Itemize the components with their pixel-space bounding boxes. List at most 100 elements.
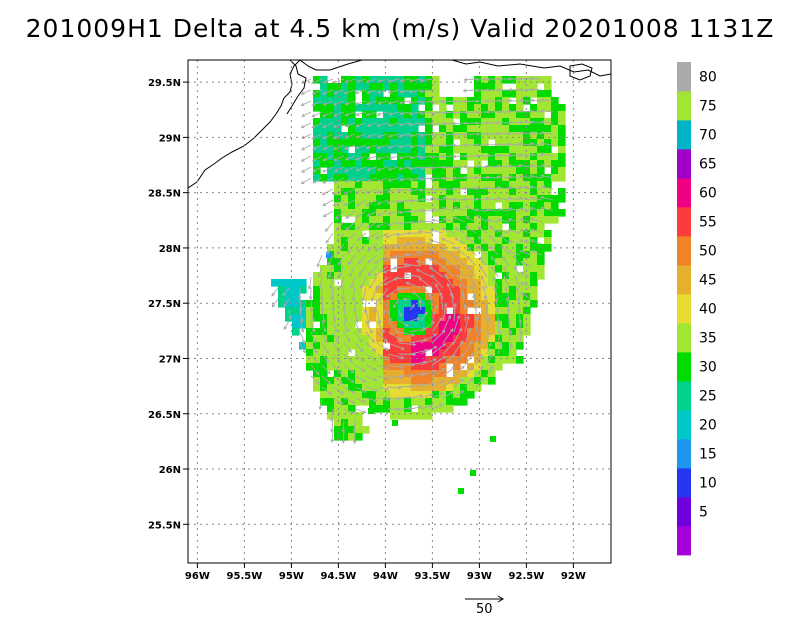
wind-vector-head xyxy=(310,317,315,322)
wind-speed-cell xyxy=(404,328,412,336)
wind-speed-cell xyxy=(411,363,419,371)
wind-speed-cell xyxy=(327,104,335,112)
wind-vector xyxy=(322,89,334,95)
wind-vector xyxy=(430,177,444,180)
wind-speed-cell xyxy=(537,272,545,280)
wind-vector-head xyxy=(453,302,458,307)
wind-speed-cell xyxy=(481,349,489,357)
wind-speed-cell xyxy=(355,391,363,399)
wind-speed-cell xyxy=(446,139,454,147)
wind-speed-cell xyxy=(313,363,321,371)
wind-vector-head xyxy=(507,218,512,222)
wind-speed-cell xyxy=(530,111,538,119)
wind-speed-cell xyxy=(411,223,419,231)
wind-vector-head xyxy=(419,394,424,398)
wind-vector xyxy=(333,100,345,106)
wind-speed-cell xyxy=(530,223,538,231)
wind-speed-cell xyxy=(502,111,510,119)
wind-speed-cell xyxy=(369,237,377,245)
wind-speed-cell xyxy=(390,104,398,112)
wind-vector xyxy=(332,353,342,364)
wind-speed-cell xyxy=(404,237,412,245)
wind-speed-cell xyxy=(376,349,384,357)
wind-vector-head xyxy=(529,87,534,92)
wind-vector-head xyxy=(359,285,364,290)
wind-vector xyxy=(399,155,411,159)
wind-speed-cell xyxy=(425,97,433,105)
wind-speed-cell xyxy=(551,160,559,168)
wind-speed-cell xyxy=(334,181,342,189)
wind-vector-head xyxy=(529,76,534,81)
wind-vector xyxy=(398,210,411,214)
wind-vector-head xyxy=(474,304,478,309)
wind-speed-cell xyxy=(523,146,531,154)
wind-speed-cell xyxy=(348,223,356,231)
wind-speed-cell xyxy=(460,321,468,329)
wind-speed-cell xyxy=(383,328,391,336)
wind-speed-cell xyxy=(341,328,349,336)
wind-vector xyxy=(508,197,521,201)
lon-tick-label: 93.5W xyxy=(415,571,451,582)
wind-speed-cell xyxy=(446,202,454,210)
wind-speed-cell xyxy=(530,132,538,140)
wind-vector-head xyxy=(385,294,390,298)
wind-vector xyxy=(366,89,378,94)
wind-speed-cell xyxy=(432,265,440,273)
wind-speed-cell xyxy=(488,314,496,322)
wind-speed-cell xyxy=(362,279,370,287)
wind-speed-cell xyxy=(523,223,531,231)
wind-speed-cell xyxy=(495,251,503,259)
wind-speed-cell xyxy=(355,307,363,315)
wind-speed-cell xyxy=(425,90,433,98)
wind-vector-head xyxy=(441,165,446,170)
wind-speed-cell xyxy=(299,286,307,294)
wind-speed-cell xyxy=(390,307,398,315)
wind-speed-cell xyxy=(509,76,517,84)
wind-vector xyxy=(453,378,464,388)
wind-vector-head xyxy=(376,201,381,205)
wind-vector xyxy=(355,100,367,105)
wind-vector xyxy=(283,298,290,307)
wind-vector-head xyxy=(316,263,321,268)
wind-vector xyxy=(542,186,554,190)
wind-speed-cell xyxy=(362,258,370,266)
wind-vector-head xyxy=(330,428,334,433)
wind-vector-head xyxy=(322,328,327,333)
wind-speed-cell xyxy=(544,125,552,133)
wind-speed-cell xyxy=(369,90,377,98)
wind-speed-cell xyxy=(467,153,475,161)
wind-speed-cell xyxy=(376,237,384,245)
wind-speed-cell xyxy=(327,132,335,140)
wind-speed-cell xyxy=(453,188,461,196)
wind-vector-head xyxy=(465,236,470,240)
wind-speed-cell xyxy=(439,335,447,343)
wind-vector-head xyxy=(530,196,535,200)
wind-vector xyxy=(343,386,356,394)
wind-speed-cell xyxy=(418,188,426,196)
wind-vector xyxy=(531,250,543,256)
wind-vector xyxy=(376,364,389,370)
wind-speed-cell xyxy=(551,202,559,210)
wind-vector xyxy=(356,144,367,149)
wind-speed-cell xyxy=(404,412,412,420)
wind-speed-cell xyxy=(334,349,342,357)
wind-speed-cell xyxy=(432,405,440,413)
wind-speed-cell xyxy=(432,328,440,336)
wind-speed-cell xyxy=(537,90,545,98)
wind-speed-cell xyxy=(369,251,377,259)
wind-speed-cell xyxy=(509,335,517,343)
wind-vector-head xyxy=(319,296,324,301)
wind-vector-head xyxy=(463,110,468,115)
wind-vector-head xyxy=(416,250,421,254)
wind-vector-head xyxy=(376,212,381,216)
wind-vector-field xyxy=(271,76,554,445)
wind-speed-cell xyxy=(334,195,342,203)
wind-speed-cell xyxy=(320,370,328,378)
wind-vector xyxy=(541,110,554,113)
wind-vector xyxy=(387,386,402,389)
wind-speed-cell xyxy=(509,356,517,364)
reference-vector-label: 50 xyxy=(476,602,493,617)
wind-speed-cell xyxy=(418,223,426,231)
wind-speed-cell xyxy=(341,300,349,308)
wind-vector xyxy=(310,320,315,333)
